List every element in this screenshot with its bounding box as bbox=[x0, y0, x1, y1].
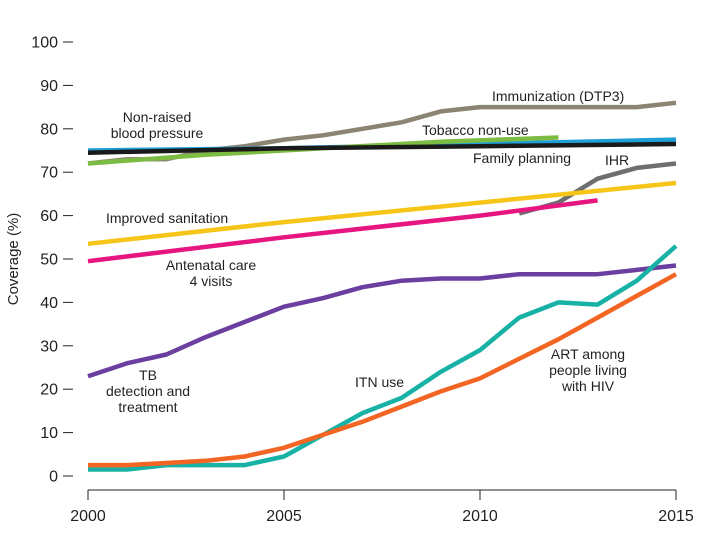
y-tick-label: 50 bbox=[40, 252, 58, 269]
series-line-improved-sanitation bbox=[87, 180, 677, 247]
series-line-tb-detection-and-treatment bbox=[87, 263, 677, 379]
series-labels: Immunization (DTP3) Non-raised blood press… bbox=[106, 88, 629, 415]
y-tick-label: 0 bbox=[49, 469, 58, 486]
series-label-antenatal-care-4-visits: Antenatal care 4 visits bbox=[166, 257, 256, 289]
y-axis: 0 10 20 30 40 50 60 70 80 90 100 bbox=[31, 35, 73, 486]
y-tick-label: 80 bbox=[40, 121, 58, 138]
series-label-line: Immunization (DTP3) bbox=[492, 88, 624, 104]
series-label-tobacco-non-use: Tobacco non-use bbox=[422, 122, 529, 138]
series-label-line: people living bbox=[549, 362, 627, 378]
series-label-line: Improved sanitation bbox=[106, 210, 228, 226]
series-label-line: detection and bbox=[106, 383, 190, 399]
x-tick-label: 2000 bbox=[70, 508, 106, 525]
series-lines bbox=[87, 100, 678, 472]
series-label-line: ITN use bbox=[355, 374, 404, 390]
series-line-art-among-people-living-with-hiv bbox=[88, 272, 678, 468]
x-tick-label: 2015 bbox=[658, 508, 694, 525]
x-tick-label: 2005 bbox=[266, 508, 302, 525]
series-label-tb-detection-and-treatment: TB detection and treatment bbox=[106, 367, 190, 415]
series-label-line: with HIV bbox=[561, 378, 615, 394]
series-label-improved-sanitation: Improved sanitation bbox=[106, 210, 228, 226]
y-tick-label: 30 bbox=[40, 338, 58, 355]
series-label-line: Antenatal care bbox=[166, 257, 256, 273]
y-tick-label: 20 bbox=[40, 382, 58, 399]
series-line-antenatal-care-4-visits bbox=[87, 198, 598, 264]
series-label-non-raised-blood-pressure: Non-raised blood pressure bbox=[111, 109, 204, 141]
y-tick-label: 40 bbox=[40, 295, 58, 312]
series-label-line: blood pressure bbox=[111, 125, 204, 141]
series-label-art-among-people-living-with-hiv: ART among people living with HIV bbox=[549, 346, 627, 394]
series-label-line: ART among bbox=[551, 346, 625, 362]
series-label-line: 4 visits bbox=[190, 273, 233, 289]
x-tick-label: 2010 bbox=[462, 508, 498, 525]
y-tick-label: 60 bbox=[40, 208, 58, 225]
y-axis-title: Coverage (%) bbox=[5, 213, 22, 306]
series-line-family-planning bbox=[87, 141, 677, 155]
series-label-immunization-dtp3: Immunization (DTP3) bbox=[492, 88, 624, 104]
series-label-line: Tobacco non-use bbox=[422, 122, 529, 138]
x-axis: 2000 2005 2010 2015 bbox=[70, 489, 694, 525]
y-tick-label: 90 bbox=[40, 78, 58, 95]
series-line-itn-use bbox=[88, 244, 678, 472]
y-tick-label: 10 bbox=[40, 425, 58, 442]
series-label-line: TB bbox=[139, 367, 157, 383]
series-label-line: Non-raised bbox=[123, 109, 191, 125]
y-tick-label: 70 bbox=[40, 165, 58, 182]
series-label-itn-use: ITN use bbox=[355, 374, 404, 390]
series-label-family-planning: Family planning bbox=[473, 150, 571, 166]
series-label-line: treatment bbox=[118, 399, 177, 415]
y-tick-label: 100 bbox=[31, 35, 58, 52]
series-label-line: Family planning bbox=[473, 150, 571, 166]
series-label-line: IHR bbox=[605, 152, 629, 168]
series-label-ihr: IHR bbox=[605, 152, 629, 168]
